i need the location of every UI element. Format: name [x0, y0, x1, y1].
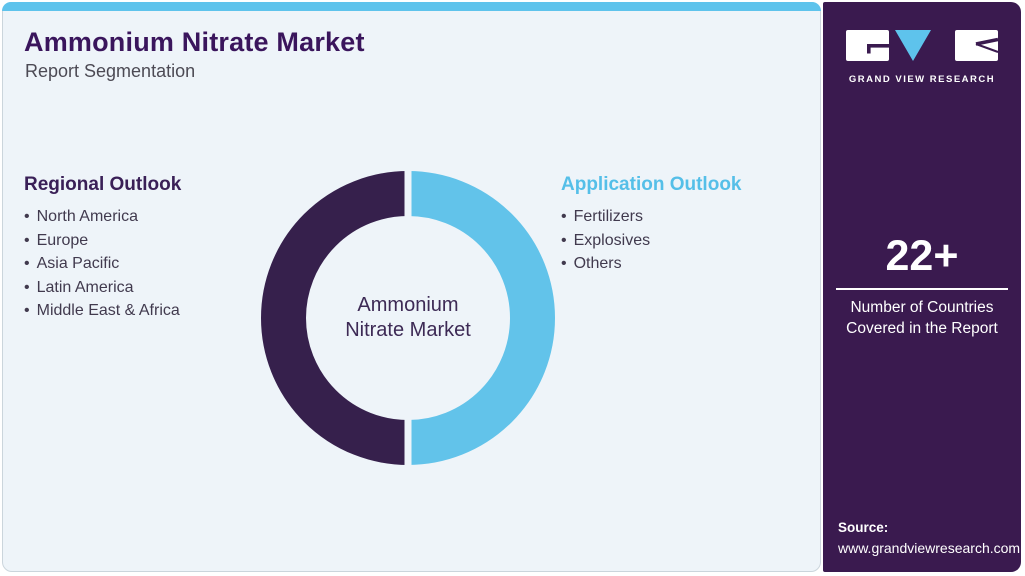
report-card: Ammonium Nitrate Market Report Segmentat… — [2, 2, 821, 572]
list-item: Others — [561, 252, 811, 276]
logo-g-stub — [867, 44, 871, 54]
donut-center-label-line1: Ammonium — [357, 294, 459, 316]
list-item: Fertilizers — [561, 205, 811, 229]
list-item: North America — [24, 205, 274, 229]
application-outlook-heading: Application Outlook — [561, 174, 742, 195]
source-url: www.grandviewresearch.com — [838, 540, 1021, 556]
gvr-wordmark: GRAND VIEW RESEARCH — [848, 74, 996, 85]
source-block: Source: www.grandviewresearch.com — [838, 520, 1020, 556]
gvr-logo: GRAND VIEW RESEARCH — [846, 28, 999, 85]
donut-chart: Ammonium Nitrate Market — [258, 168, 558, 468]
donut-gap-bottom — [404, 417, 412, 467]
logo-g-notch — [867, 44, 889, 48]
page-subtitle: Report Segmentation — [25, 61, 196, 81]
gvr-logo-icon — [846, 30, 999, 61]
stat-divider — [836, 288, 1008, 290]
list-item: Middle East & Africa — [24, 299, 274, 323]
donut-slice-application — [407, 171, 555, 465]
donut-chart-svg — [261, 169, 555, 467]
countries-stat: 22+ Number of Countries Covered in the R… — [823, 235, 1021, 339]
stat-caption: Number of Countries Covered in the Repor… — [823, 298, 1021, 339]
list-item: Asia Pacific — [24, 252, 274, 276]
list-item: Europe — [24, 229, 274, 253]
stat-value: 22+ — [885, 232, 959, 280]
list-item: Latin America — [24, 276, 274, 300]
donut-center-label: Ammonium Nitrate Market — [258, 168, 558, 468]
regional-outlook-section: Regional Outlook North AmericaEuropeAsia… — [24, 174, 274, 323]
regional-outlook-heading: Regional Outlook — [24, 174, 182, 195]
regional-outlook-list: North AmericaEuropeAsia PacificLatin Ame… — [24, 205, 274, 323]
application-outlook-list: FertilizersExplosivesOthers — [561, 205, 811, 276]
page-title: Ammonium Nitrate Market — [24, 27, 365, 57]
donut-center-label-line2: Nitrate Market — [345, 319, 471, 341]
logo-letter-v — [895, 30, 931, 61]
source-label: Source: — [838, 520, 889, 535]
logo-r-notch — [975, 37, 999, 46]
list-item: Explosives — [561, 229, 811, 253]
donut-slice-regional — [261, 171, 409, 465]
application-outlook-section: Application Outlook FertilizersExplosive… — [561, 174, 811, 276]
top-accent-bar — [2, 2, 821, 11]
stat-caption-line1: Number of Countries — [850, 299, 994, 316]
logo-r-leg — [975, 43, 999, 53]
donut-gap-top — [404, 169, 412, 219]
brand-sidebar: GRAND VIEW RESEARCH 22+ Number of Countr… — [823, 2, 1021, 572]
stat-caption-line2: Covered in the Report — [846, 319, 998, 337]
